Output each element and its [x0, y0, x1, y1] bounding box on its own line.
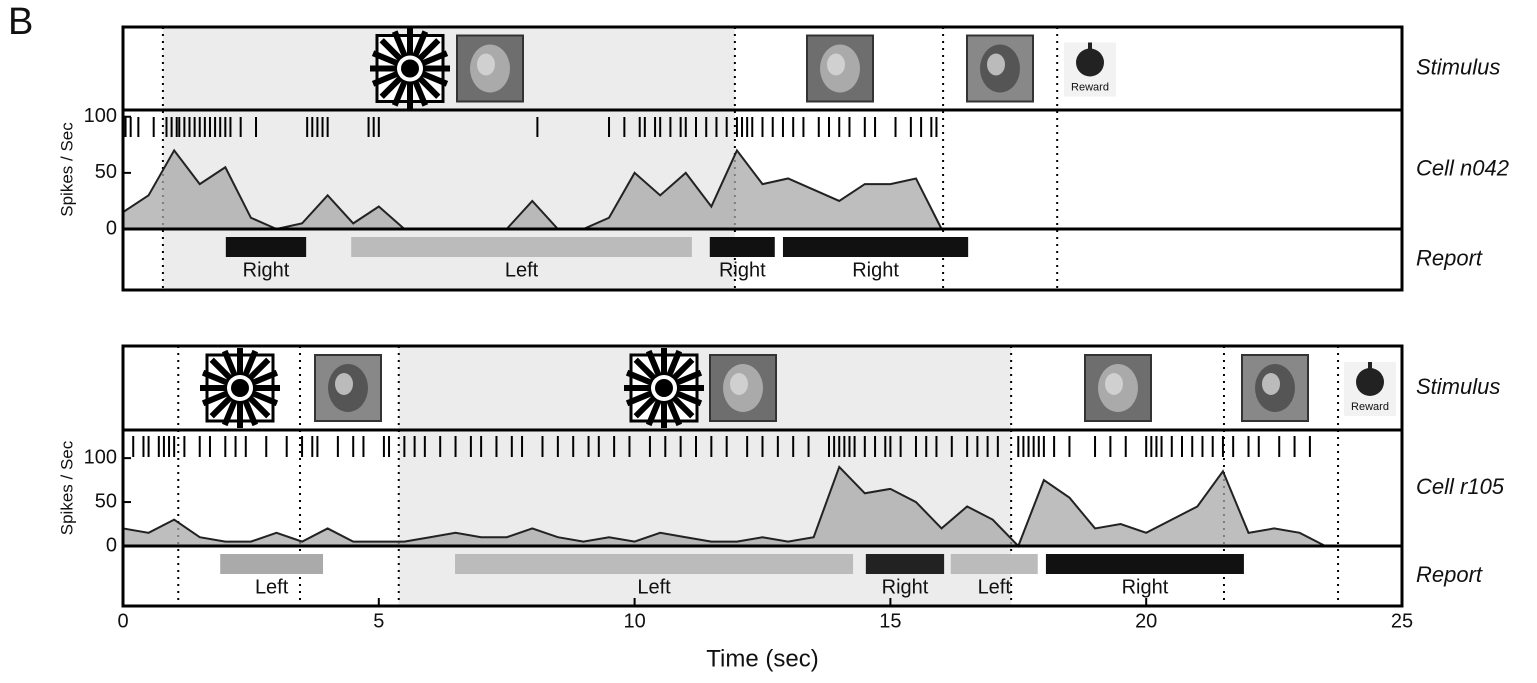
row-label: Stimulus: [1416, 374, 1500, 399]
x-tick-label: 10: [623, 610, 645, 632]
stimulus-icon: [200, 348, 280, 428]
y-tick-label: 50: [95, 161, 117, 183]
stimulus-icon: [1241, 354, 1309, 422]
row-label: Stimulus: [1416, 54, 1500, 79]
report-label: Right: [882, 576, 929, 598]
icon-mask: [375, 34, 445, 103]
icon-dot: [655, 379, 673, 397]
y-tick-label: 50: [95, 490, 117, 512]
report-label: Right: [243, 259, 290, 281]
x-tick-label: 0: [117, 610, 128, 632]
report-bar: [865, 554, 945, 574]
report-label: Left: [505, 259, 539, 281]
y-tick-label: 100: [84, 446, 117, 468]
icon-dot: [231, 379, 249, 397]
report-label: Left: [255, 576, 289, 598]
x-tick-label: 25: [1391, 610, 1413, 632]
report-label: Left: [978, 576, 1012, 598]
icon-dot: [401, 59, 419, 78]
icon-shape: [827, 53, 845, 76]
rate-line: [122, 148, 943, 231]
stimulus-icon: [314, 354, 382, 422]
icon-stem: [1088, 42, 1092, 51]
icon-apple: [1356, 368, 1384, 396]
y-tick-label: 0: [106, 534, 117, 556]
y-tick-label: 0: [106, 217, 117, 239]
icon-shape: [730, 373, 748, 395]
rate-line: [122, 465, 1326, 548]
report-bar: [455, 554, 854, 574]
report-label: Right: [852, 259, 899, 281]
stimulus-icon: Reward: [1344, 362, 1396, 416]
stimulus-icon: [456, 34, 524, 103]
rate-area: [123, 150, 942, 229]
row-label: Report: [1416, 245, 1483, 270]
icon-shape: [987, 53, 1005, 76]
icon-apple: [1076, 48, 1104, 77]
report-bar: [1045, 554, 1244, 574]
row-label: Cell n042: [1416, 155, 1509, 180]
icon-stem: [1368, 362, 1372, 370]
row-label: Cell r105: [1416, 474, 1505, 499]
stimulus-icon: [1084, 354, 1152, 422]
stimulus-icon: [624, 348, 704, 428]
icon-shape: [1105, 373, 1123, 395]
panel-label: B: [8, 1, 33, 43]
icon-shape: [1262, 373, 1280, 395]
report-bar: [782, 237, 969, 257]
report-bar: [225, 237, 307, 257]
report-bar: [351, 237, 692, 257]
icon-shape: [477, 53, 495, 76]
report-bar: [950, 554, 1038, 574]
stimulus-icon: [709, 354, 777, 422]
icon-mask: [205, 353, 275, 423]
icon-mask: [629, 353, 699, 423]
x-axis-label: Time (sec): [706, 645, 818, 672]
stimulus-icon: [966, 34, 1034, 103]
report-label: Right: [1122, 576, 1169, 598]
stimulus-icon: [806, 34, 874, 103]
stimulus-icon: [370, 28, 450, 109]
y-axis-label: Spikes / Sec: [57, 122, 76, 217]
report-bar: [709, 237, 775, 257]
rate-area: [123, 466, 1326, 546]
report-label: Left: [637, 576, 671, 598]
row-label: Report: [1416, 562, 1483, 587]
reward-label: Reward: [1071, 81, 1109, 93]
x-tick-label: 15: [879, 610, 901, 632]
panel-frame: [121, 344, 1404, 608]
x-tick-label: 5: [373, 610, 384, 632]
panel-frame: [121, 25, 1404, 292]
report-bar: [220, 554, 324, 574]
report-label: Right: [719, 259, 766, 281]
y-axis-label: Spikes / Sec: [57, 440, 76, 535]
reward-label: Reward: [1351, 401, 1389, 413]
icon-shape: [335, 373, 353, 395]
y-tick-label: 100: [84, 105, 117, 127]
x-tick-label: 20: [1135, 610, 1157, 632]
stimulus-icon: Reward: [1064, 42, 1116, 97]
